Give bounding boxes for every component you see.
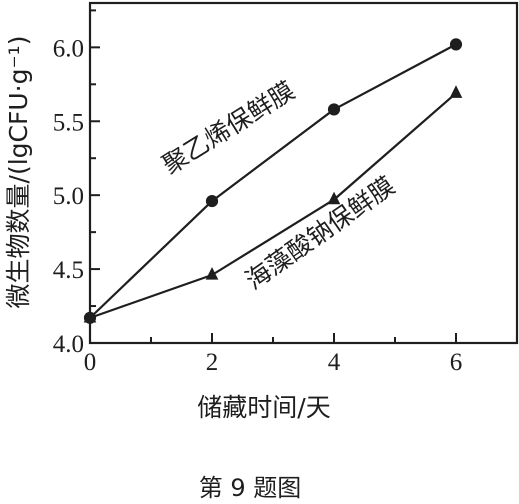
plot-frame [88, 1, 519, 345]
x-tick-label: 0 [84, 349, 97, 376]
series-layer [83, 38, 463, 324]
series-1-label: 聚乙烯保鲜膜 [157, 76, 300, 180]
x-tick-label: 4 [328, 349, 341, 376]
x-tick-label: 2 [206, 349, 219, 376]
x-axis-title: 储藏时间/天 [197, 393, 330, 422]
series-2-line [89, 92, 457, 319]
series-2-point [83, 309, 97, 323]
figure-caption: 第 9 题图 [199, 474, 302, 502]
series-2-label: 海藻酸钠保鲜膜 [240, 171, 400, 295]
series-2-point [449, 85, 463, 98]
y-tick-label: 5.0 [53, 183, 84, 210]
y-tick-label: 4.5 [53, 257, 84, 284]
series-1-point [205, 194, 219, 208]
series-1-line [89, 43, 457, 319]
series-2-point [205, 267, 219, 280]
x-tick-label: 6 [450, 349, 463, 376]
series-1-point [327, 103, 341, 116]
y-tick-label: 5.5 [53, 109, 84, 136]
y-tick-label: 6.0 [53, 35, 84, 62]
axes-frame [88, 1, 519, 345]
series-1-point [449, 38, 463, 51]
y-tick-label: 4.0 [53, 331, 84, 358]
axis-ticks: 0 2 4 6 4.0 4.5 5.0 5.5 6.0 [53, 9, 463, 376]
series-2 [83, 85, 463, 323]
y-axis-title: 微生物数量/(lgCFU·g⁻¹) [4, 36, 33, 309]
series-2-point [327, 191, 341, 205]
